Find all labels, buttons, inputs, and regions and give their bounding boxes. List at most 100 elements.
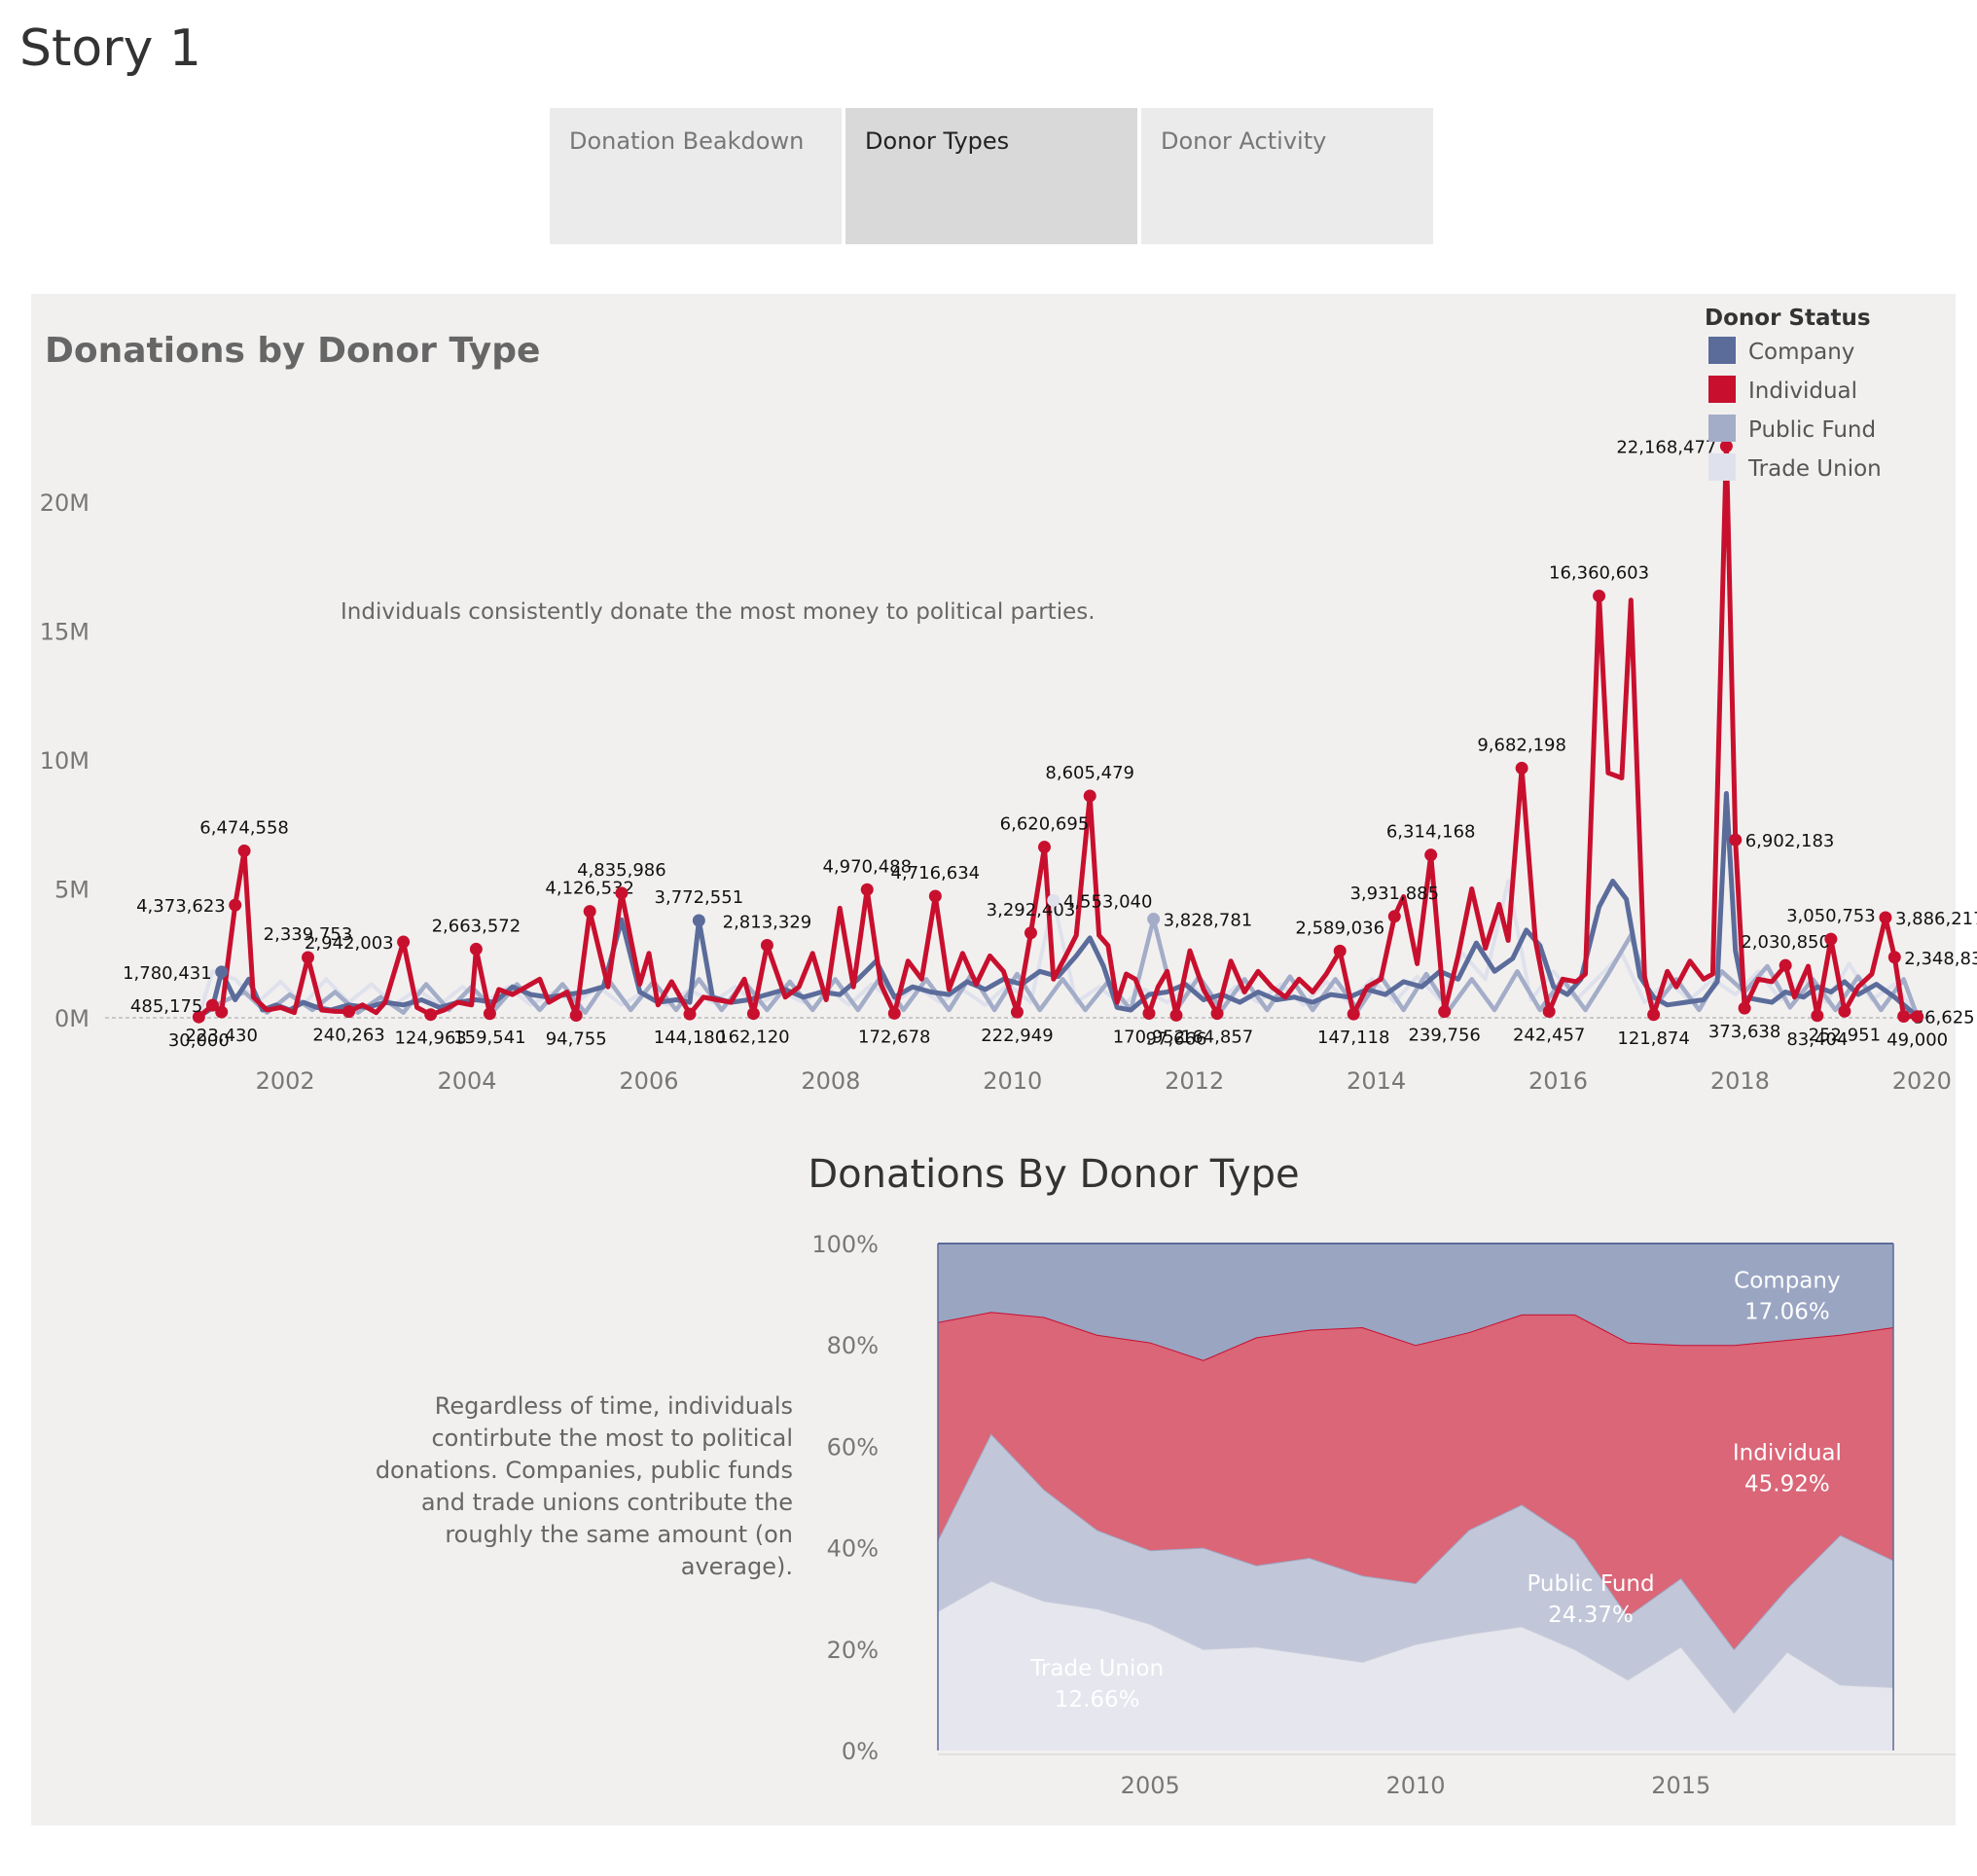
story-tabs: Donation Beakdown Donor Types Donor Acti…	[550, 108, 1433, 244]
legend-swatch	[1708, 453, 1736, 481]
area-y-tick-label: 40%	[827, 1535, 879, 1563]
data-point-marker	[1210, 1007, 1224, 1021]
data-label: 2,348,836	[1904, 949, 1977, 969]
data-label: 252,951	[1809, 1025, 1881, 1045]
data-point-marker	[1542, 1005, 1556, 1019]
data-point-marker	[342, 1005, 356, 1019]
tab-donation-breakdown[interactable]: Donation Beakdown	[550, 108, 842, 244]
y-tick-label: 15M	[40, 619, 90, 646]
data-label: 4,835,986	[577, 860, 666, 881]
data-label: 162,120	[717, 1028, 789, 1048]
annotation-line: contirbute the most to political	[431, 1425, 793, 1452]
x-tick-label: 2018	[1710, 1067, 1770, 1095]
data-label: 9,682,198	[1477, 735, 1566, 755]
data-point-marker	[1647, 1008, 1661, 1022]
data-point-marker	[860, 883, 874, 896]
y-tick-label: 20M	[40, 489, 90, 517]
data-label: 56,625	[1914, 1007, 1975, 1028]
line-chart-title: Donations by Donor Type	[45, 331, 540, 371]
data-label: 4,553,040	[1063, 891, 1153, 912]
data-point-marker	[1024, 926, 1037, 940]
data-point-marker	[1887, 951, 1901, 964]
data-point-marker	[1738, 1001, 1751, 1015]
area-x-tick-label: 2015	[1651, 1772, 1710, 1799]
data-point-marker	[424, 1008, 438, 1022]
x-tick-label: 2020	[1892, 1067, 1952, 1095]
data-point-marker	[1347, 1007, 1360, 1021]
x-tick-label: 2004	[438, 1067, 497, 1095]
legend-swatch	[1708, 337, 1736, 364]
x-tick-label: 2010	[983, 1067, 1042, 1095]
legend-swatch	[1708, 376, 1736, 403]
data-point-marker	[1387, 910, 1401, 923]
data-label: 4,716,634	[891, 863, 981, 884]
data-point-marker	[1879, 911, 1892, 924]
area-band-company	[938, 1244, 1893, 1360]
data-point-marker	[760, 938, 773, 952]
area-chart-annotation: Regardless of time, individuals contirbut…	[376, 1392, 793, 1580]
data-label: 159,541	[453, 1028, 525, 1048]
data-label: 170,952	[1113, 1027, 1185, 1047]
data-label: 4,126,532	[545, 879, 634, 899]
data-label: 124,963	[394, 1028, 466, 1049]
data-label: 3,772,551	[655, 887, 744, 908]
data-label: 121,874	[1617, 1028, 1689, 1049]
data-point-marker	[192, 1010, 205, 1024]
x-tick-label: 2016	[1528, 1067, 1588, 1095]
annotation-line: Regardless of time, individuals	[435, 1392, 793, 1420]
data-point-marker	[583, 905, 596, 919]
data-label: 239,756	[1408, 1026, 1480, 1046]
annotation-line: donations. Companies, public funds	[376, 1457, 793, 1484]
data-label: 2,942,003	[305, 933, 394, 954]
area-y-tick-label: 80%	[827, 1332, 879, 1359]
data-point-marker	[1047, 893, 1060, 907]
data-label: 2,663,572	[432, 916, 521, 936]
area-band-name: Company	[1734, 1268, 1840, 1293]
data-point-marker	[229, 898, 242, 912]
data-point-marker	[469, 942, 483, 956]
data-label: 6,474,558	[199, 817, 289, 838]
data-label: 164,857	[1181, 1028, 1253, 1048]
data-label: 485,175	[130, 996, 202, 1017]
data-point-marker	[569, 1008, 583, 1022]
data-label: 3,828,781	[1164, 911, 1253, 931]
area-band-name: Individual	[1733, 1441, 1842, 1466]
data-point-marker	[301, 951, 314, 964]
data-point-marker	[483, 1007, 496, 1021]
data-label: 3,292,403	[987, 900, 1076, 920]
tab-donor-activity[interactable]: Donor Activity	[1141, 108, 1433, 244]
tab-donor-types[interactable]: Donor Types	[845, 108, 1137, 244]
data-label: 16,360,603	[1549, 562, 1649, 583]
data-label: 144,180	[654, 1028, 726, 1048]
data-label: 8,605,479	[1045, 763, 1134, 783]
data-point-marker	[692, 914, 705, 927]
area-y-tick-label: 60%	[827, 1433, 879, 1461]
data-point-marker	[1333, 944, 1347, 957]
legend-item-label: Individual	[1748, 379, 1857, 404]
area-band-percentage: 12.66%	[1055, 1687, 1140, 1713]
data-point-marker	[683, 1007, 697, 1021]
x-tick-label: 2012	[1165, 1067, 1224, 1095]
data-label: 6,314,168	[1386, 822, 1476, 843]
data-point-marker	[215, 965, 229, 979]
area-x-tick-label: 2010	[1385, 1772, 1445, 1799]
annotation-line: and trade unions contribute the	[421, 1489, 793, 1516]
data-label: 30,000	[168, 1030, 230, 1051]
data-label: 97,666	[1146, 1028, 1207, 1049]
area-x-tick-label: 2005	[1121, 1772, 1180, 1799]
data-label: 49,000	[1887, 1030, 1948, 1051]
data-point-marker	[215, 1005, 229, 1019]
area-band-name: Public Fund	[1527, 1571, 1654, 1597]
data-label: 3,931,885	[1349, 884, 1439, 904]
data-point-marker	[887, 1006, 901, 1020]
data-point-marker	[205, 998, 219, 1012]
legend-swatch	[1708, 415, 1736, 442]
data-point-marker	[746, 1007, 760, 1021]
x-tick-label: 2008	[801, 1067, 860, 1095]
x-tick-label: 2002	[256, 1067, 315, 1095]
legend-item-label: Trade Union	[1747, 456, 1882, 482]
data-label: 4,373,623	[136, 896, 226, 917]
data-label: 6,620,695	[1000, 814, 1090, 835]
y-tick-label: 5M	[54, 877, 90, 904]
line-chart-annotation: Individuals consistently donate the most…	[341, 599, 1096, 625]
